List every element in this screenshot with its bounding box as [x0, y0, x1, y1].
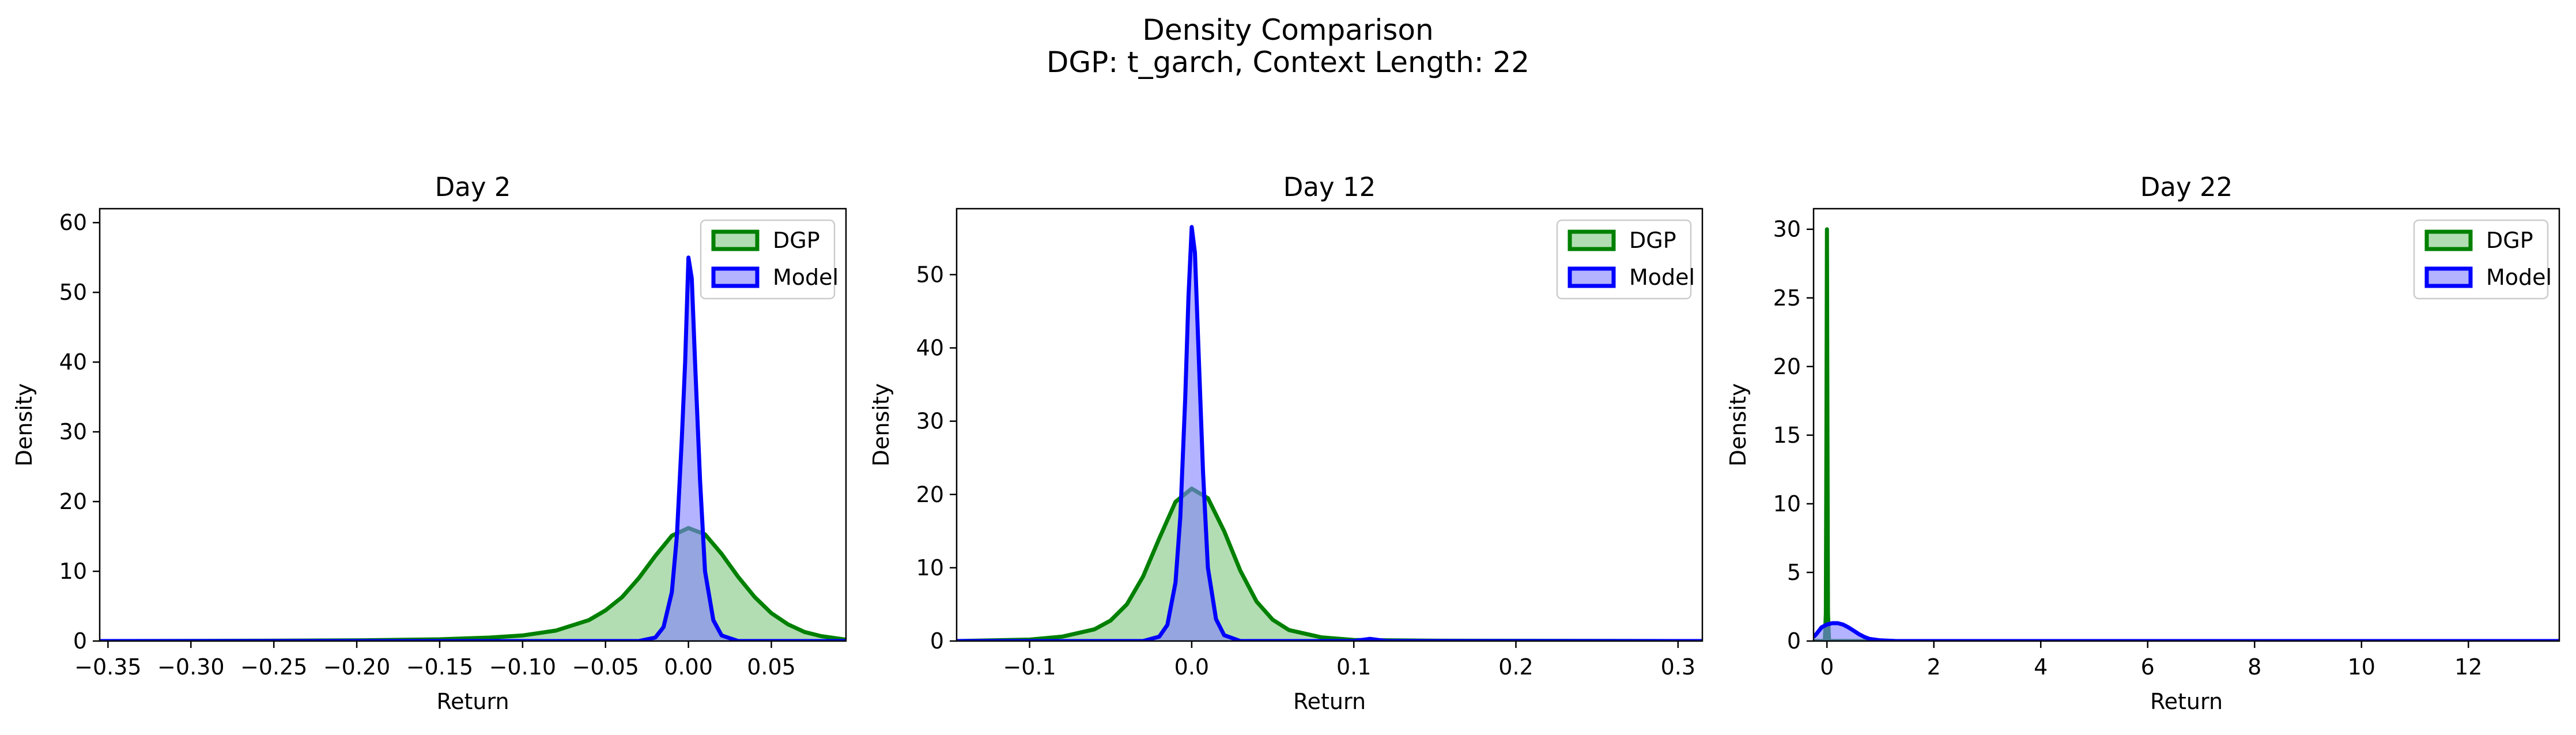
y-axis-label: Density — [12, 383, 37, 466]
legend-swatch-model — [2424, 266, 2473, 288]
x-tick-label: 2 — [1927, 654, 1941, 680]
subplot-title: Day 12 — [1283, 172, 1376, 202]
model-density-line — [1814, 621, 2559, 641]
y-tick-label: 10 — [1773, 491, 1801, 517]
y-tick-label: 15 — [1773, 423, 1801, 448]
figure-subtitle: DGP: t_garch, Context Length: 22 — [1046, 46, 1530, 79]
y-tick-label: 5 — [1787, 560, 1801, 585]
x-tick-label: −0.10 — [489, 654, 556, 680]
y-tick-label: 20 — [59, 489, 87, 514]
y-tick-label: 50 — [59, 280, 87, 305]
y-tick-label: 20 — [1773, 354, 1801, 379]
y-tick-label: 40 — [59, 349, 87, 375]
x-tick-label: 4 — [2034, 654, 2048, 680]
y-axis-label: Density — [1725, 383, 1751, 466]
legend-label-dgp: DGP — [2486, 228, 2533, 253]
x-tick-label: 0.0 — [1174, 654, 1209, 680]
x-tick-label: 10 — [2348, 654, 2375, 680]
subplot-1: −0.35 −0.30 −0.25 −0.20 −0.15 −0.10 −0.05 0.00 0… — [12, 172, 847, 714]
subplot-title: Day 22 — [2140, 172, 2233, 202]
plot-area — [957, 225, 1702, 641]
x-tick-label: 8 — [2248, 654, 2261, 680]
x-axis-label: Return — [1293, 689, 1366, 714]
legend-swatch-dgp — [2424, 229, 2473, 251]
x-tick-label: 0.00 — [664, 654, 713, 680]
model-density-line — [100, 255, 846, 641]
legend-label-model: Model — [773, 265, 838, 290]
x-tick-label: −0.25 — [240, 654, 307, 680]
axes-frame — [955, 208, 1704, 642]
y-axis-label: Density — [868, 383, 894, 466]
x-tick-label: 0 — [1820, 654, 1834, 680]
x-tick-label: 0.1 — [1336, 654, 1371, 680]
x-axis-label: Return — [436, 689, 509, 714]
y-tick-label: 40 — [916, 336, 944, 361]
y-tick-label: 50 — [916, 262, 944, 287]
x-tick-label: −0.1 — [1003, 654, 1056, 680]
legend-swatch-dgp — [711, 229, 760, 251]
dgp-density-line — [957, 487, 1702, 641]
plot-area — [1814, 227, 2559, 641]
x-tick-label: 12 — [2454, 654, 2482, 680]
y-tick-label: 10 — [916, 555, 944, 581]
y-tick-label: 0 — [73, 628, 87, 654]
legend-label-model: Model — [1629, 265, 1695, 290]
legend: DGP Model — [700, 219, 838, 300]
x-tick-label: 0.2 — [1498, 654, 1533, 680]
plot-area — [100, 255, 846, 641]
legend-swatch-dgp — [1567, 229, 1616, 251]
y-tick-label: 30 — [1773, 217, 1801, 242]
figure-title: Density Comparison — [1142, 13, 1434, 47]
x-axis-label: Return — [2150, 689, 2223, 714]
legend-label-dgp: DGP — [773, 228, 820, 253]
y-tick-label: 30 — [59, 419, 87, 444]
y-tick-label: 30 — [916, 409, 944, 434]
subplot-2: −0.1 0.0 0.1 0.2 0.3 0 10 20 30 40 50 Day 12 Return D… — [868, 172, 1704, 714]
x-tick-label: 0.3 — [1661, 654, 1695, 680]
legend-label-model: Model — [2486, 265, 2552, 290]
legend-swatch-model — [1567, 266, 1616, 288]
dgp-density-fill — [957, 488, 1702, 641]
axes-frame — [99, 208, 847, 642]
x-tick-label: −0.35 — [74, 654, 141, 680]
y-tick-label: 0 — [1787, 628, 1801, 654]
x-tick-label: 0.05 — [747, 654, 796, 680]
y-tick-label: 25 — [1773, 285, 1801, 311]
y-tick-label: 10 — [59, 559, 87, 584]
x-tick-label: −0.30 — [157, 654, 224, 680]
x-tick-label: −0.05 — [572, 654, 639, 680]
x-tick-label: −0.15 — [406, 654, 473, 680]
y-tick-label: 20 — [916, 482, 944, 507]
x-tick-label: −0.20 — [323, 654, 390, 680]
legend: DGP Model — [2413, 219, 2552, 300]
y-tick-label: 0 — [930, 628, 944, 654]
legend-label-dgp: DGP — [1629, 228, 1676, 253]
y-tick-label: 60 — [59, 210, 87, 235]
legend: DGP Model — [1556, 219, 1695, 300]
subplot-3: 0 2 4 6 8 10 12 0 5 10 15 20 25 30 Day 22 Return Density… — [1725, 172, 2560, 714]
legend-swatch-model — [711, 266, 760, 288]
x-tick-label: 6 — [2141, 654, 2155, 680]
dgp-density-fill — [100, 528, 846, 641]
subplot-title: Day 2 — [435, 172, 511, 202]
model-density-fill — [1814, 623, 2559, 641]
model-density-line — [957, 225, 1702, 641]
axes-frame — [1812, 208, 2560, 642]
